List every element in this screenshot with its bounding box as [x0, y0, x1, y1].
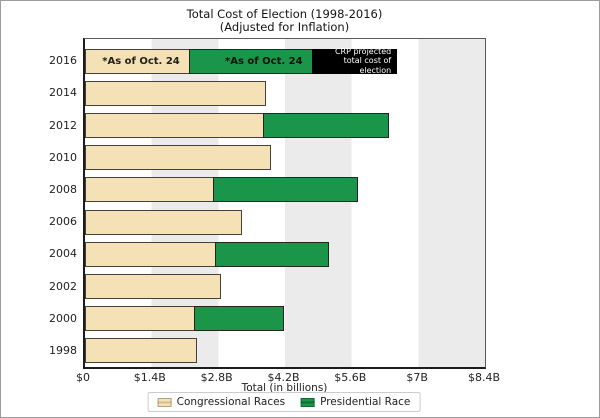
- bar-2012-presidential: [262, 112, 389, 138]
- chart-title: Total Cost of Election (1998-2016): [186, 7, 383, 21]
- bar-row-2008: [85, 174, 485, 206]
- bar-row-2000: [85, 303, 485, 335]
- x-tick-label-3: $4.2B: [267, 371, 300, 384]
- legend-entry-1: Presidential Race: [301, 396, 410, 408]
- y-axis-label-2006: 2006: [49, 215, 77, 229]
- bar-2000-presidential: [193, 306, 284, 332]
- bar-row-2002: [85, 270, 485, 302]
- chart-subtitle: (Adjusted for Inflation): [219, 20, 350, 34]
- legend-entry-0: Congressional Races: [157, 396, 286, 408]
- y-axis-label-2002: 2002: [49, 279, 77, 293]
- bar-2008-presidential: [212, 177, 358, 203]
- x-tick-label-5: $7B: [406, 371, 428, 384]
- bar-2008-congressional: [85, 177, 214, 203]
- bar-2016-projected: CRP projected total cost of election: [311, 46, 398, 75]
- plot-area: *As of Oct. 24 *As of Oct. 24 CRP projecte…: [83, 38, 486, 369]
- bar-2010-congressional: [85, 145, 271, 171]
- legend-label: Congressional Races: [176, 396, 286, 408]
- bar-row-2006: [85, 206, 485, 238]
- y-axis-label-2014: 2014: [49, 86, 77, 100]
- x-tick-label-2: $2.8B: [200, 371, 233, 384]
- legend-label: Presidential Race: [320, 396, 411, 408]
- bar-2016-congressional-label: *As of Oct. 24: [102, 55, 180, 67]
- y-axis-label-2004: 2004: [49, 247, 77, 261]
- bar-2004-congressional: [85, 241, 216, 267]
- x-tick-label-4: $5.6B: [334, 371, 367, 384]
- bar-1998-congressional: [85, 338, 197, 364]
- y-axis-label-2008: 2008: [49, 182, 77, 196]
- bar-2016-presidential-label: *As of Oct. 24: [225, 55, 303, 67]
- bar-2004-presidential: [214, 241, 330, 267]
- bar-row-2016: *As of Oct. 24 *As of Oct. 24 CRP projecte…: [85, 45, 485, 77]
- y-axis-label-2000: 2000: [49, 311, 77, 325]
- bar-row-2004: [85, 238, 485, 270]
- bar-row-2014: [85, 77, 485, 109]
- legend-swatch-icon: [301, 397, 316, 407]
- bar-2016-presidential: *As of Oct. 24: [188, 48, 313, 74]
- bar-row-2010: [85, 142, 485, 174]
- legend: Congressional Races Presidential Race: [147, 392, 421, 412]
- x-tick-label-0: $0: [76, 371, 90, 384]
- bar-2006-congressional: [85, 209, 243, 235]
- y-axis-label-1998: 1998: [49, 343, 77, 357]
- y-axis-label-2016: 2016: [49, 54, 77, 68]
- x-tick-label-1: $1.4B: [133, 371, 166, 384]
- x-axis-title: Total (in billions): [241, 382, 328, 394]
- bar-2016-projected-label: CRP projected total cost of election: [334, 46, 392, 75]
- bar-row-2012: [85, 109, 485, 141]
- y-axis-label-2012: 2012: [49, 118, 77, 132]
- y-axis-label-2010: 2010: [49, 150, 77, 164]
- x-tick-label-6: $8.4B: [467, 371, 501, 384]
- bar-2014-congressional: [85, 80, 266, 106]
- bar-2016-congressional: *As of Oct. 24: [85, 48, 190, 74]
- bar-2012-congressional: [85, 112, 264, 138]
- bar-2002-congressional: [85, 273, 221, 299]
- bar-row-1998: [85, 335, 485, 367]
- bar-2000-congressional: [85, 306, 195, 332]
- legend-swatch-icon: [157, 397, 172, 407]
